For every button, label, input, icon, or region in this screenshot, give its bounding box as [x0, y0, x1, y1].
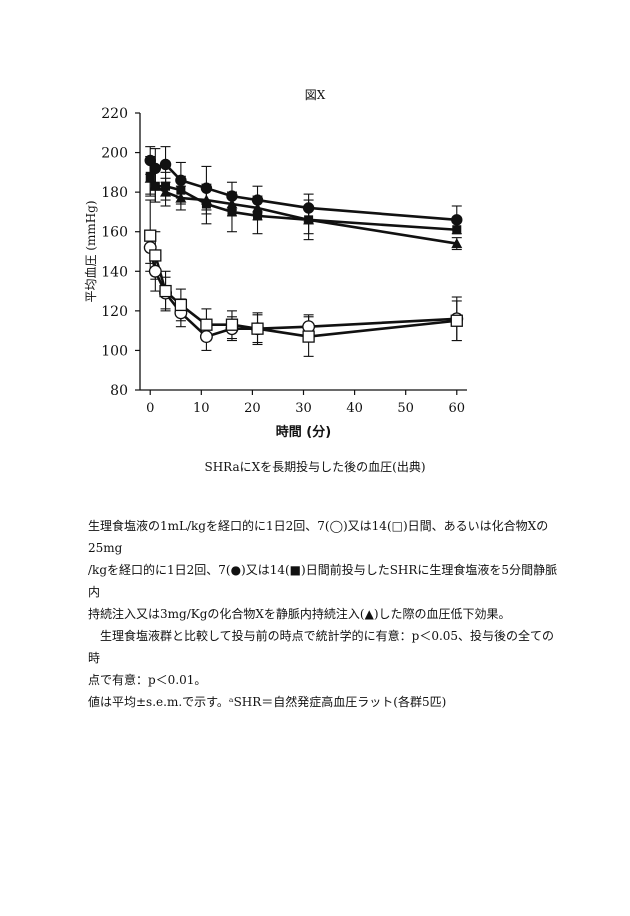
data-point	[226, 198, 238, 209]
data-point	[175, 192, 187, 203]
data-point	[149, 249, 162, 262]
x-tick-label: 30	[295, 401, 312, 416]
data-point	[149, 180, 161, 191]
y-tick-label: 220	[101, 106, 128, 122]
note-line-3: 持続注入又は3mg/Kgの化合物Xを静脈内持続注入(▲)した際の血圧低下効果。	[88, 607, 511, 621]
note-line-1: 生理食塩液の1mL/kgを経口的に1日2回、7(◯)又は14(□)日間、あるいは…	[88, 519, 549, 555]
data-point	[451, 238, 463, 249]
x-tick-label: 20	[244, 401, 261, 416]
chart: 80 100 120 140 160 180 200 220 0 10 20 30 40 50 60 時間 (…	[84, 106, 467, 440]
figure-title: 図X	[304, 88, 326, 102]
note-line-2: /kgを経口的に1日2回、7(●)又は14(■)日間前投与したSHRに生理食塩液…	[88, 563, 558, 599]
data-point	[450, 314, 463, 327]
x-tick-label: 0	[146, 401, 154, 416]
data-point	[227, 207, 237, 217]
series-line	[149, 177, 457, 245]
data-point	[144, 154, 156, 167]
data-point	[200, 182, 213, 194]
data-point	[160, 186, 172, 197]
data-point	[452, 225, 462, 235]
data-point	[200, 194, 212, 205]
data-point	[303, 214, 315, 225]
x-tick-label: 40	[346, 401, 363, 416]
data-point	[148, 264, 162, 278]
y-tick-label: 200	[101, 146, 128, 162]
note-line-6: 値は平均±s.e.m.で示す。ᵃSHR＝自然発症高血圧ラット(各群5匹)	[88, 695, 447, 709]
data-point	[144, 172, 156, 183]
data-point	[174, 298, 188, 312]
data-point	[159, 284, 172, 298]
y-tick-label: 120	[101, 304, 128, 320]
data-point	[176, 185, 186, 195]
y-axis-label: 平均血圧 (mmHg)	[84, 200, 98, 302]
data-point	[252, 202, 264, 213]
x-tick-label: 50	[397, 401, 414, 416]
data-point	[302, 330, 315, 343]
data-point	[149, 162, 162, 175]
data-point	[200, 318, 213, 331]
data-point	[199, 330, 213, 344]
data-point	[253, 211, 263, 221]
y-tick-label: 140	[101, 264, 128, 280]
data-point	[251, 322, 264, 335]
series-line	[149, 159, 457, 222]
figure-notes: 生理食塩液の1mL/kgを経口的に1日2回、7(◯)又は14(□)日間、あるいは…	[88, 515, 558, 713]
data-point	[159, 158, 172, 171]
data-point	[144, 229, 157, 242]
x-tick-label: 10	[193, 401, 210, 416]
y-tick-label: 80	[110, 383, 128, 399]
x-tick-label: 60	[449, 401, 466, 416]
data-point	[175, 174, 187, 186]
y-tick-label: 180	[101, 185, 128, 201]
note-line-4: 生理食塩液群と比較して投与前の時点で統計学的に有意：p＜0.05、投与後の全ての…	[88, 629, 555, 665]
figure-caption: SHRaにXを長期投与した後の血圧(出典)	[204, 460, 426, 474]
data-point	[451, 214, 463, 226]
note-line-5: 点で有意：p＜0.01。	[88, 673, 207, 687]
data-point	[225, 318, 239, 331]
data-point	[161, 181, 171, 191]
y-tick-label: 100	[101, 343, 128, 359]
data-point	[302, 202, 315, 214]
x-axis-label: 時間 (分)	[276, 424, 331, 440]
y-tick-label: 160	[101, 225, 128, 241]
